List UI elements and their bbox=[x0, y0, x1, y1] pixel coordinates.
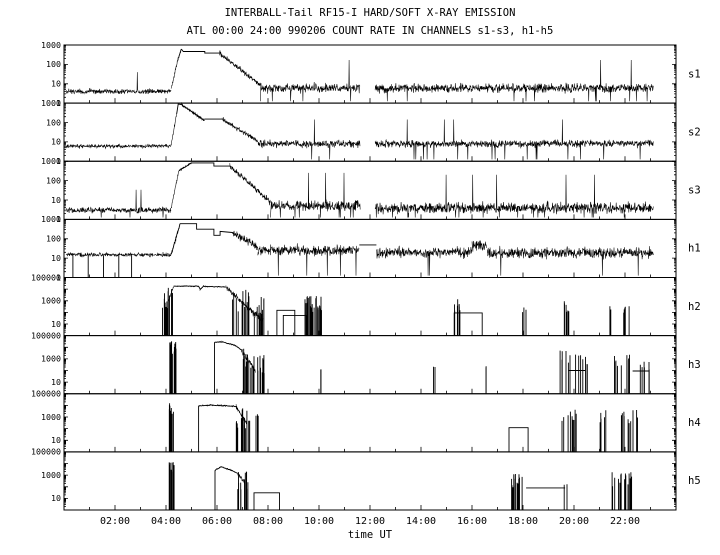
panel-frame-h1 bbox=[63, 218, 677, 278]
y-tick-label-h1-100: 100 bbox=[46, 234, 61, 244]
x-tick-label-20:00: 20:00 bbox=[559, 516, 589, 527]
y-tick-label-h4-1000: 1000 bbox=[41, 412, 61, 422]
y-tick-label-h2-10: 10 bbox=[51, 319, 61, 329]
panel-ticks-h5 bbox=[64, 451, 676, 511]
trace-clean-s1 bbox=[177, 48, 220, 62]
trace-clean-s3 bbox=[178, 162, 230, 172]
x-tick-label-12:00: 12:00 bbox=[355, 516, 385, 527]
y-tick-label-s2-100: 100 bbox=[46, 117, 61, 127]
chart-subtitle: ATL 00:00 24:00 990206 COUNT RATE IN CHA… bbox=[187, 25, 554, 37]
channel-label-s1: s1 bbox=[688, 68, 701, 80]
y-tick-label-s1-1000: 1000 bbox=[41, 40, 61, 50]
panel-frame-s2 bbox=[63, 102, 677, 162]
y-tick-label-h1-1: 1 bbox=[56, 272, 61, 282]
panel-frame-s1 bbox=[63, 44, 677, 104]
y-tick-label-h3-1000: 1000 bbox=[41, 354, 61, 364]
trace-clean-h2 bbox=[162, 284, 630, 336]
panel-ticks-h1 bbox=[64, 219, 676, 278]
x-tick-label-22:00: 22:00 bbox=[610, 516, 640, 527]
channel-label-h2: h2 bbox=[688, 301, 701, 313]
y-tick-label-h3-10: 10 bbox=[51, 377, 61, 387]
x-tick-label-04:00: 04:00 bbox=[151, 516, 181, 527]
x-tick-label-02:00: 02:00 bbox=[100, 516, 130, 527]
panel-frame-h5 bbox=[63, 451, 677, 511]
chart-title: INTERBALL-Tail RF15-I HARD/SOFT X-RAY EM… bbox=[225, 7, 516, 19]
y-tick-label-s2-1: 1 bbox=[56, 156, 61, 166]
y-tick-label-s3-100: 100 bbox=[46, 175, 61, 185]
y-tick-label-h5-1000: 1000 bbox=[41, 470, 61, 480]
channel-label-s2: s2 bbox=[688, 126, 701, 138]
channel-label-h5: h5 bbox=[688, 475, 701, 487]
panel-ticks-h2 bbox=[64, 277, 676, 336]
x-axis-title: time UT bbox=[348, 529, 393, 541]
channel-label-h3: h3 bbox=[688, 359, 701, 371]
y-tick-label-s2-1000: 1000 bbox=[41, 98, 61, 108]
trace-noisy-h1 bbox=[65, 230, 654, 276]
x-tick-label-16:00: 16:00 bbox=[457, 516, 487, 527]
y-tick-label-h4-100000: 100000 bbox=[31, 389, 61, 399]
x-tick-label-14:00: 14:00 bbox=[406, 516, 436, 527]
x-tick-label-18:00: 18:00 bbox=[508, 516, 538, 527]
trace-noisy-s1 bbox=[65, 50, 654, 102]
panel-ticks-h4 bbox=[64, 393, 676, 453]
trace-noisy-s2 bbox=[65, 112, 654, 160]
y-tick-label-h2-1000: 1000 bbox=[41, 296, 61, 306]
channel-label-h4: h4 bbox=[688, 417, 701, 429]
channel-label-s3: s3 bbox=[688, 185, 701, 197]
y-tick-label-s3-1000: 1000 bbox=[41, 156, 61, 166]
plot-area: 1000100101s11000100101s21000100101s31000… bbox=[31, 40, 701, 527]
y-tick-label-s1-1: 1 bbox=[56, 98, 61, 108]
panel-ticks-s2 bbox=[64, 102, 676, 162]
panel-ticks-s1 bbox=[64, 44, 676, 104]
panel-frame-h2 bbox=[63, 277, 677, 337]
y-tick-label-s1-100: 100 bbox=[46, 59, 61, 69]
panel-ticks-h3 bbox=[64, 335, 676, 395]
trace-clean-h5 bbox=[168, 462, 633, 510]
trace-clean-h4 bbox=[168, 403, 638, 452]
y-tick-label-s2-10: 10 bbox=[51, 137, 61, 147]
y-tick-label-h5-10: 10 bbox=[51, 493, 61, 503]
y-tick-label-s1-10: 10 bbox=[51, 79, 61, 89]
trace-noisy-s3 bbox=[65, 163, 654, 218]
y-tick-label-h1-10: 10 bbox=[51, 253, 61, 263]
x-tick-label-06:00: 06:00 bbox=[202, 516, 232, 527]
trace-clean-h1 bbox=[72, 223, 377, 278]
y-tick-label-h1-1000: 1000 bbox=[41, 214, 61, 224]
trace-clean-h3 bbox=[169, 340, 650, 394]
y-tick-label-h2-100000: 100000 bbox=[31, 272, 61, 282]
y-tick-label-s3-10: 10 bbox=[51, 195, 61, 205]
y-tick-label-h3-100000: 100000 bbox=[31, 330, 61, 340]
x-tick-label-10:00: 10:00 bbox=[304, 516, 334, 527]
trace-clean-s2 bbox=[176, 101, 223, 122]
channel-label-h1: h1 bbox=[688, 243, 701, 255]
panel-frame-h3 bbox=[63, 335, 677, 395]
x-tick-label-08:00: 08:00 bbox=[253, 516, 283, 527]
y-tick-label-h5-100000: 100000 bbox=[31, 447, 61, 457]
y-tick-label-s3-1: 1 bbox=[56, 214, 61, 224]
y-tick-label-h4-10: 10 bbox=[51, 435, 61, 445]
panel-frame-h4 bbox=[63, 393, 677, 453]
